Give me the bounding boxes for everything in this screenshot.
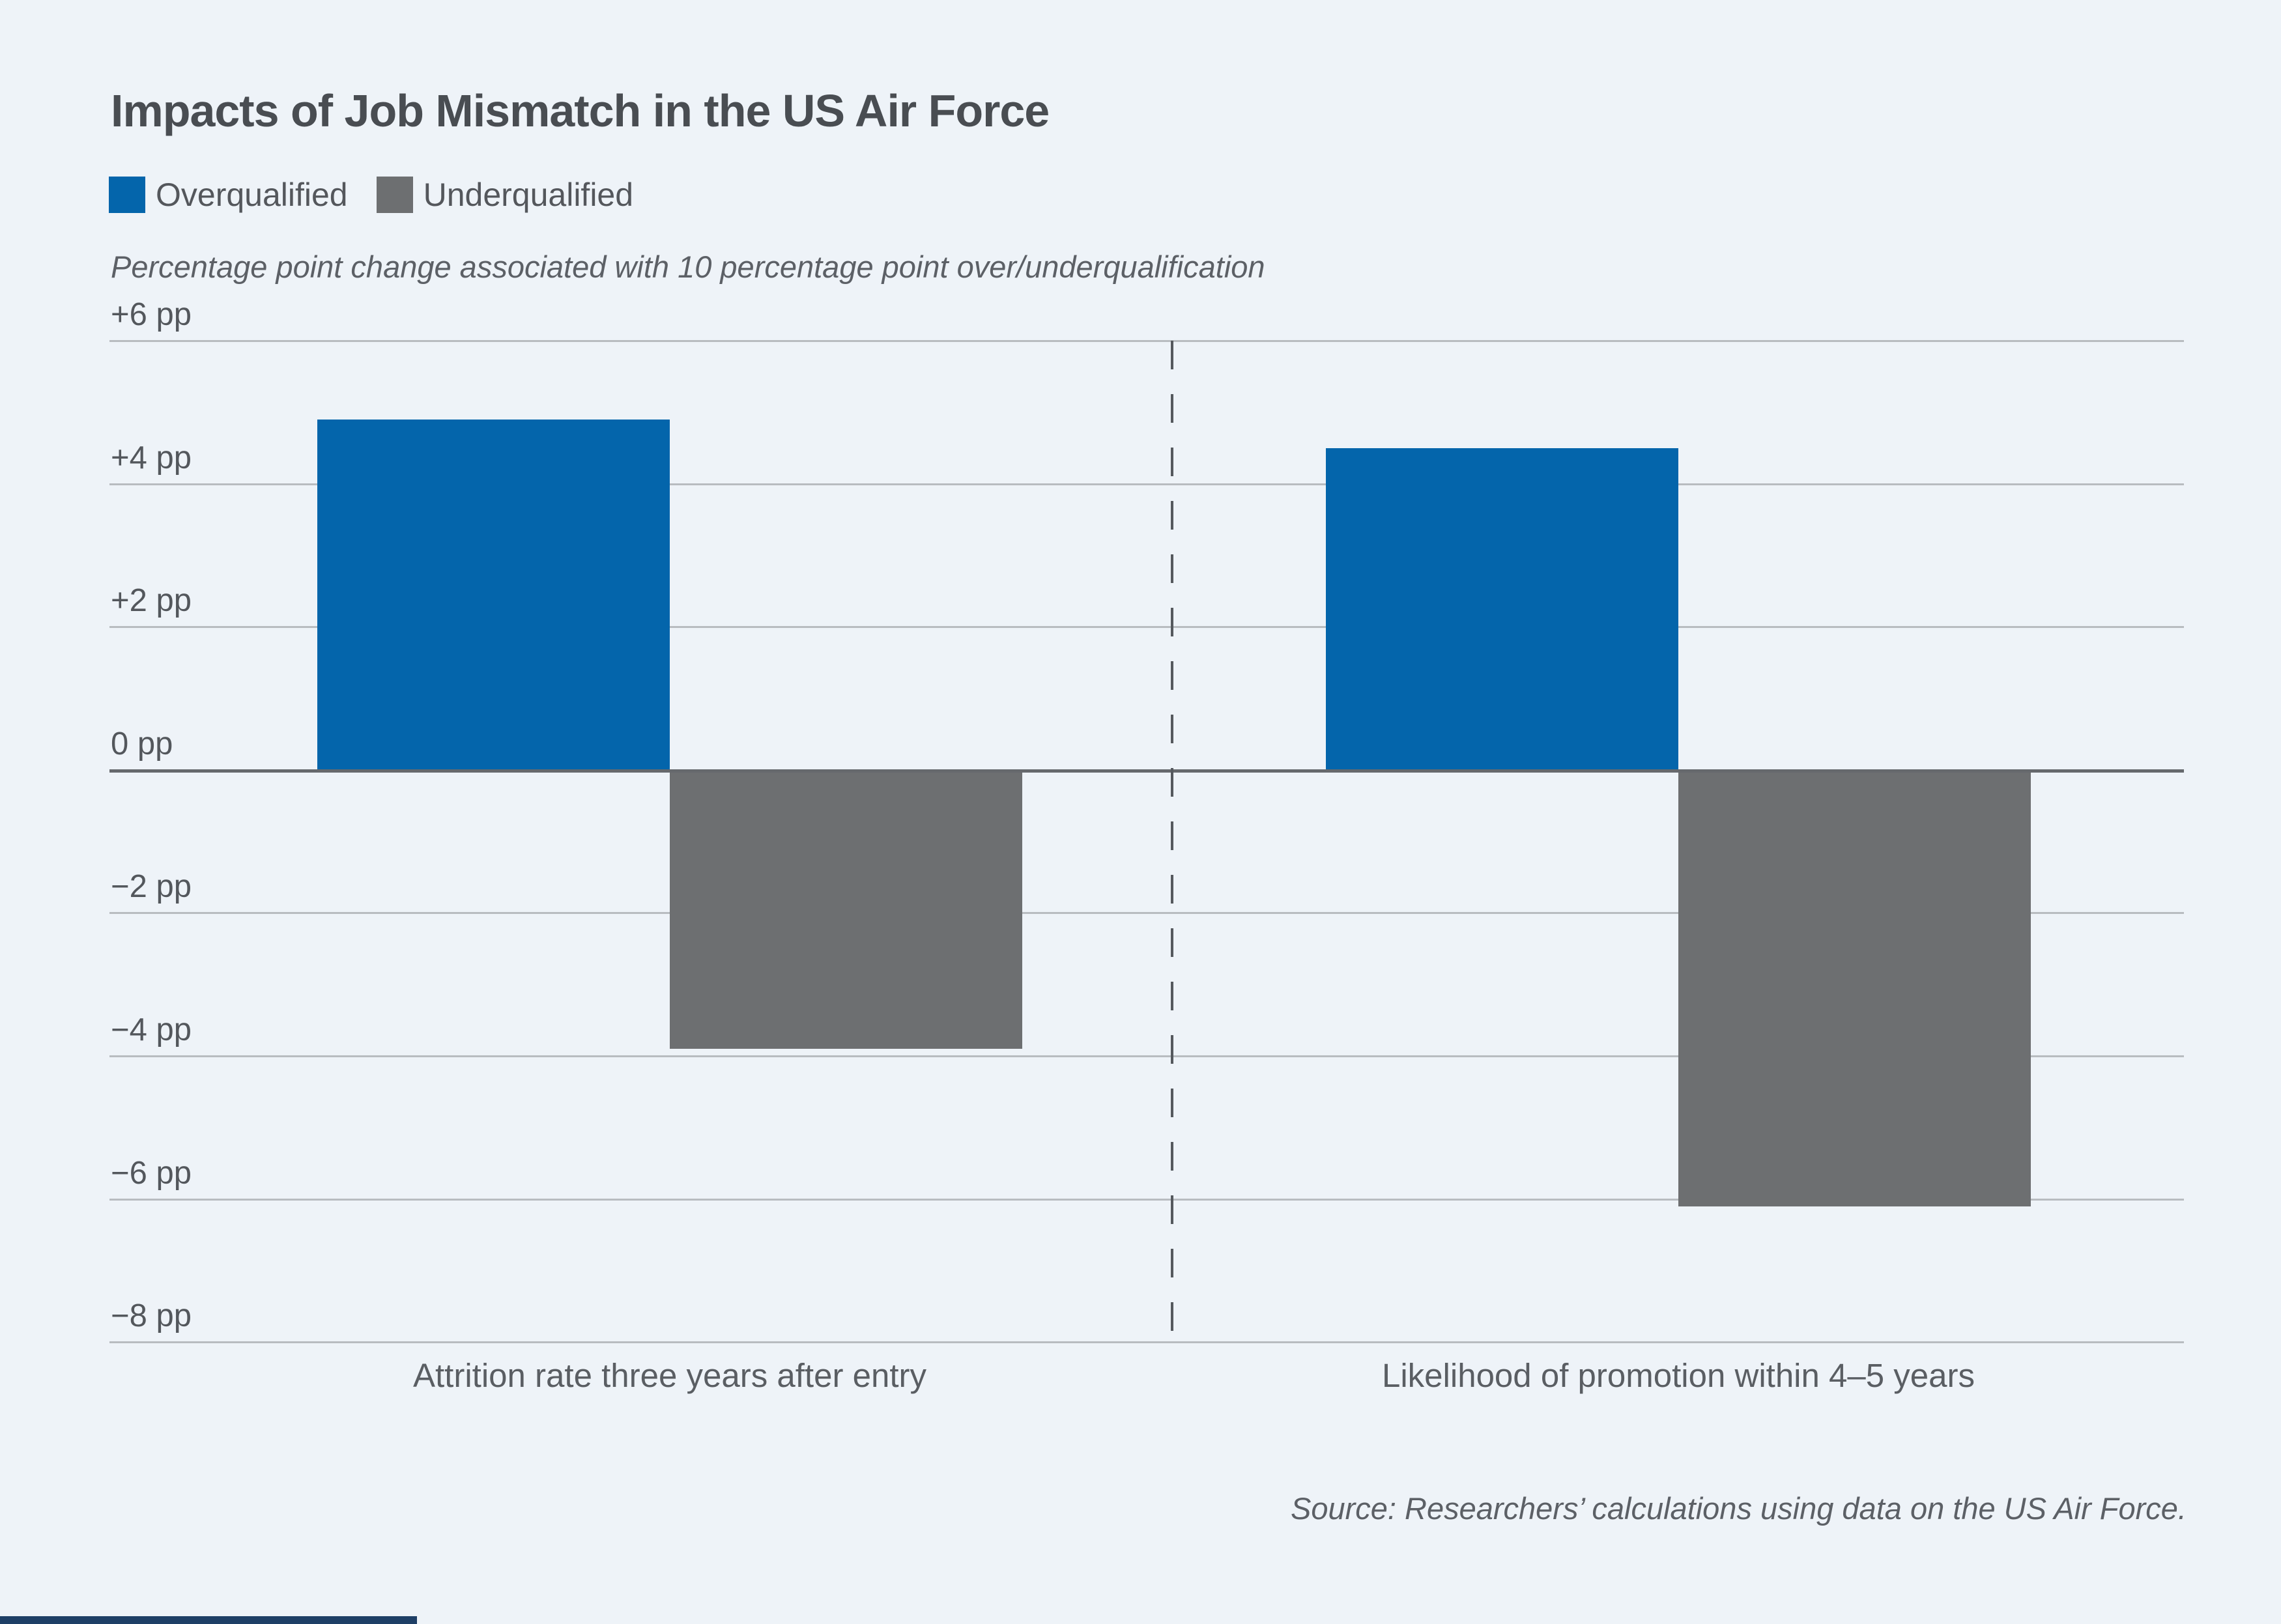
gridline [109,912,2184,915]
y-axis-tick-label: 0 pp [111,726,173,762]
y-axis-tick-label: +2 pp [111,583,192,619]
overqualified-swatch-icon [109,177,145,213]
gridline [109,1055,2184,1057]
y-axis-tick-label: +6 pp [111,297,192,332]
footer-accent-bar [0,1616,417,1624]
legend: Overqualified Underqualified [109,176,633,214]
gridline [109,1198,2184,1201]
zero-baseline [109,769,2184,773]
overqualified-bar [1326,448,1678,770]
x-axis-category-label: Attrition rate three years after entry [412,1357,927,1395]
legend-label-overqualified: Overqualified [156,177,348,213]
plot-area: +6 pp +4 pp +2 pp 0 pp −2 pp −4 pp −6 pp −8 pp A… [109,297,2184,1394]
gridline [109,483,2184,485]
chart-title: Impacts of Job Mismatch in the US Air Fo… [111,85,1050,136]
underqualified-swatch-icon [376,177,413,213]
gridline [109,626,2184,629]
y-axis-tick-label: −6 pp [111,1155,192,1191]
y-axis-tick-label: +4 pp [111,440,192,476]
y-axis-tick-label: −8 pp [111,1298,192,1334]
legend-item-overqualified: Overqualified [109,176,348,214]
gridline [109,340,2184,342]
group-divider-dashed-line [1171,341,1173,1342]
underqualified-bar [670,769,1022,1049]
legend-label-underqualified: Underqualified [423,177,634,213]
underqualified-bar [1678,769,2031,1206]
source-note: Source: Researchers’ calculations using … [1290,1491,2187,1526]
y-axis-tick-label: −4 pp [111,1012,192,1047]
y-axis-tick-label: −2 pp [111,869,192,905]
overqualified-bar [317,419,670,770]
x-axis-category-label: Likelihood of promotion within 4–5 years [1381,1357,1975,1395]
axis-units-note: Percentage point change associated with … [111,249,1265,284]
gridline [109,1341,2184,1344]
legend-item-underqualified: Underqualified [376,176,634,214]
